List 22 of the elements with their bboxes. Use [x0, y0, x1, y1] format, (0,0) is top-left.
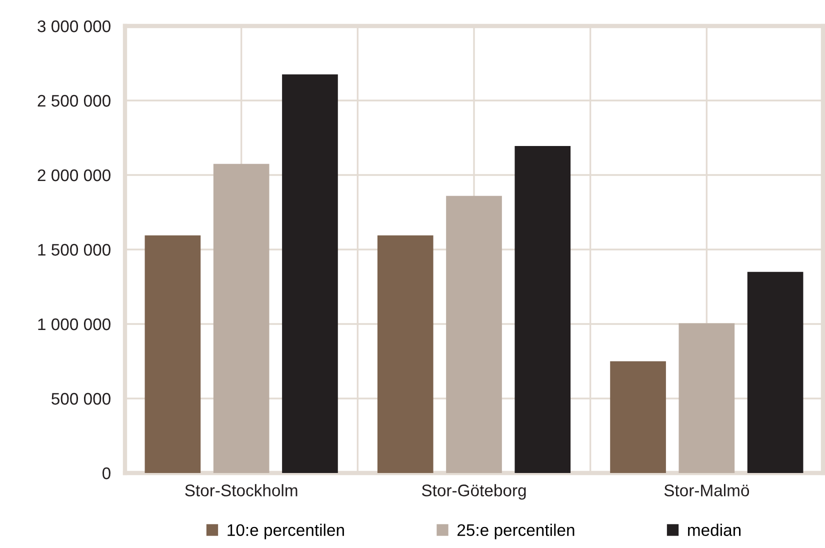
legend-label: median	[688, 524, 741, 536]
bar	[678, 323, 735, 473]
y-tick-label: 500 000	[52, 392, 110, 405]
bar	[610, 361, 666, 473]
y-tick-label: 2 500 000	[38, 94, 110, 107]
legend-label: 10:e percentilen	[228, 524, 344, 540]
bar	[446, 196, 502, 473]
x-tick-label: Stor-Göteborg	[422, 484, 526, 500]
bar	[282, 74, 338, 473]
y-tick-label: 2 000 000	[38, 169, 110, 182]
y-tick-label: 0	[102, 467, 110, 480]
bar	[747, 272, 804, 473]
x-tick-label: Stor-Stockholm	[185, 484, 298, 496]
y-tick-label: 1 500 000	[38, 244, 110, 256]
bar	[514, 146, 571, 473]
x-tick-label: Stor-Malmö	[664, 484, 750, 496]
bar	[144, 235, 201, 473]
bar	[213, 164, 270, 473]
bar	[377, 235, 434, 473]
legend-label: 25:e percentilen	[458, 524, 574, 540]
y-tick-label: 1 000 000	[38, 318, 110, 330]
y-tick-label: 3 000 000	[38, 20, 110, 32]
